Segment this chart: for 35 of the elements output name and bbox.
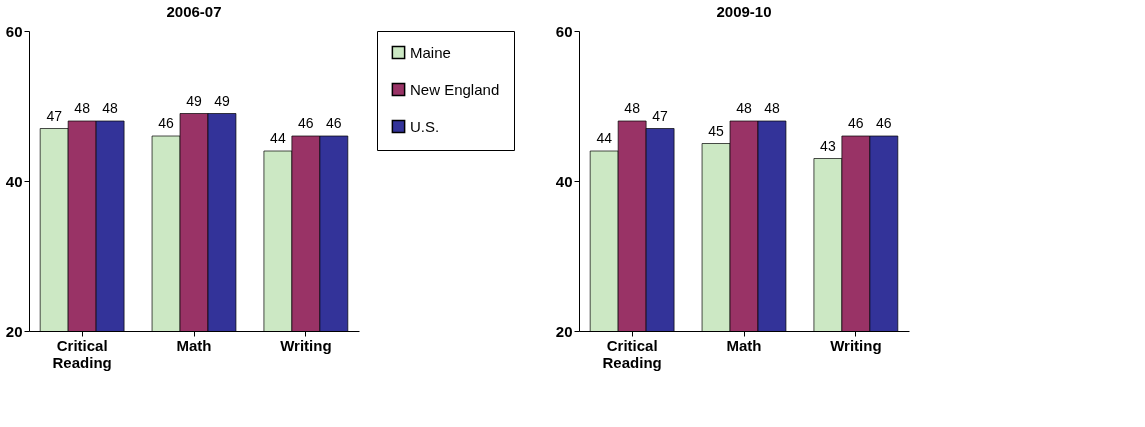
data-label: 44 xyxy=(270,130,286,146)
data-label: 48 xyxy=(102,100,119,116)
data-label: 48 xyxy=(624,100,641,116)
data-label: 48 xyxy=(736,100,752,116)
data-label: 43 xyxy=(820,137,836,154)
y-tick-label: 20 xyxy=(555,322,573,340)
x-tick-label: Critical Reading xyxy=(602,336,662,371)
data-label: 48 xyxy=(74,100,91,116)
y-tick-label: 40 xyxy=(555,172,573,190)
x-tick-label: Math xyxy=(176,336,212,354)
y-tick-label: 20 xyxy=(5,322,23,340)
legend-label: U.S. xyxy=(410,117,440,135)
y-tick-label: 60 xyxy=(5,22,23,40)
data-label: 49 xyxy=(214,92,230,109)
data-label: 46 xyxy=(848,115,864,131)
data-label: 48 xyxy=(764,100,780,116)
data-label: 47 xyxy=(652,107,669,124)
x-tick-label: Writing xyxy=(830,336,882,354)
data-label: 46 xyxy=(326,115,342,131)
legend-label: New England xyxy=(410,80,500,98)
y-tick-label: 60 xyxy=(555,22,573,40)
data-label: 49 xyxy=(186,92,202,109)
y-tick-label: 40 xyxy=(5,172,23,190)
chart-title: 2006-07 xyxy=(166,3,222,20)
x-tick-label: Math xyxy=(726,336,762,354)
data-label: 46 xyxy=(298,115,314,131)
data-label: 46 xyxy=(158,115,175,131)
x-tick-label: Writing xyxy=(280,336,332,354)
legend-label: Maine xyxy=(410,43,451,61)
data-label: 47 xyxy=(46,107,63,124)
data-label: 46 xyxy=(876,115,892,131)
chart-title: 2009-10 xyxy=(716,3,772,20)
x-tick-label: Critical Reading xyxy=(52,336,112,371)
data-label: 44 xyxy=(596,130,613,146)
data-label: 45 xyxy=(708,122,725,139)
